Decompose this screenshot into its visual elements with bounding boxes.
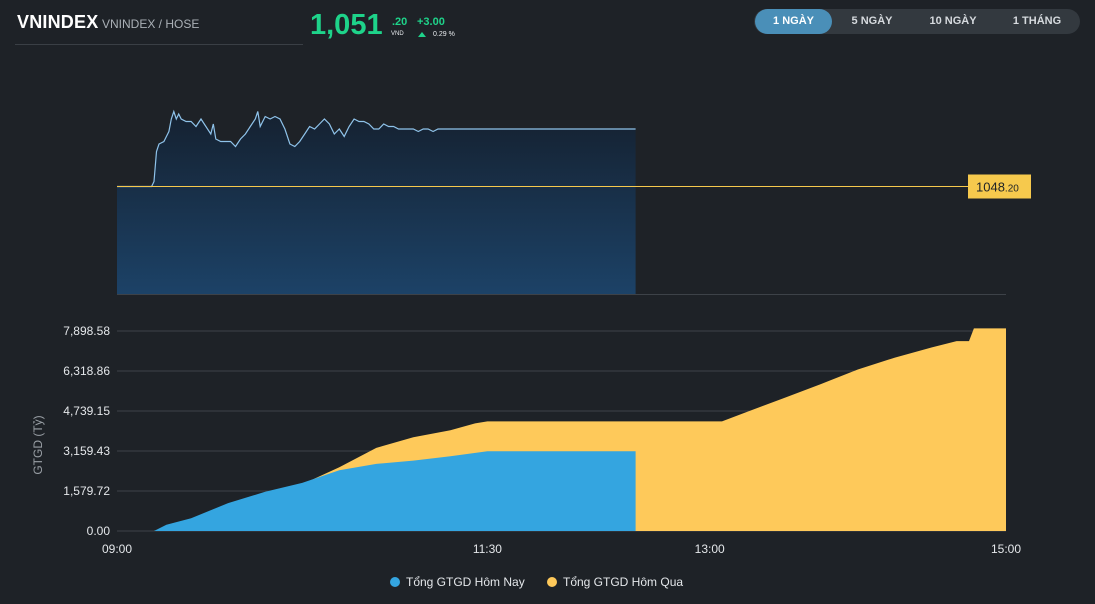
triangle-up-icon (418, 32, 426, 37)
x-tick-label: 15:00 (991, 542, 1021, 556)
chart-legend: Tổng GTGD Hôm Nay Tổng GTGD Hôm Qua (0, 572, 1095, 592)
index-line (117, 109, 636, 188)
x-tick-label: 13:00 (695, 542, 725, 556)
period-tabs: 1 NGÀY 5 NGÀY 10 NGÀY 1 THÁNG (754, 9, 1080, 34)
x-tick-label: 11:30 (473, 542, 502, 556)
symbol-title: VNINDEX (17, 12, 99, 32)
price-change-percent: 0.29 % (433, 31, 455, 38)
legend-item-today[interactable]: Tổng GTGD Hôm Nay (390, 572, 525, 592)
tab-1-month[interactable]: 1 THÁNG (1012, 15, 1062, 27)
header: VNINDEX VNINDEX / HOSE 1,051 .20 VND +3.… (0, 0, 1095, 46)
y-tick-label: 6,318.86 (63, 364, 110, 378)
tab-1-day[interactable]: 1 NGÀY (755, 9, 832, 34)
x-tick-label: 09:00 (102, 542, 132, 556)
y-tick-label: 3,159.43 (63, 444, 110, 458)
header-divider (15, 44, 303, 45)
reference-label-text: 1048.20 (976, 180, 1019, 195)
reference-label-box (968, 174, 1031, 199)
price-change: +3.00 (417, 16, 445, 28)
series-today-area (117, 451, 636, 531)
y-tick-label: 1,579.72 (63, 484, 110, 498)
legend-item-yesterday[interactable]: Tổng GTGD Hôm Qua (547, 572, 683, 592)
y-tick-label: 4,739.15 (63, 404, 110, 418)
y-tick-label: 7,898.58 (63, 324, 110, 338)
legend-label-today: Tổng GTGD Hôm Nay (406, 575, 525, 589)
legend-dot-yesterday (547, 577, 557, 587)
exchange-label: VNINDEX / HOSE (102, 17, 200, 31)
price-decimal: .20 (392, 16, 408, 28)
index-area-fill (117, 111, 636, 294)
tab-5-days[interactable]: 5 NGÀY (851, 15, 893, 27)
legend-dot-today (390, 577, 400, 587)
price-unit: VND (391, 31, 404, 37)
tab-10-days[interactable]: 10 NGÀY (929, 15, 977, 27)
y-tick-label: 0.00 (87, 524, 111, 538)
price-integer: 1,051 (310, 9, 383, 41)
legend-label-yesterday: Tổng GTGD Hôm Qua (563, 575, 684, 589)
y-axis-label: GTGD (Tỷ) (31, 415, 45, 474)
